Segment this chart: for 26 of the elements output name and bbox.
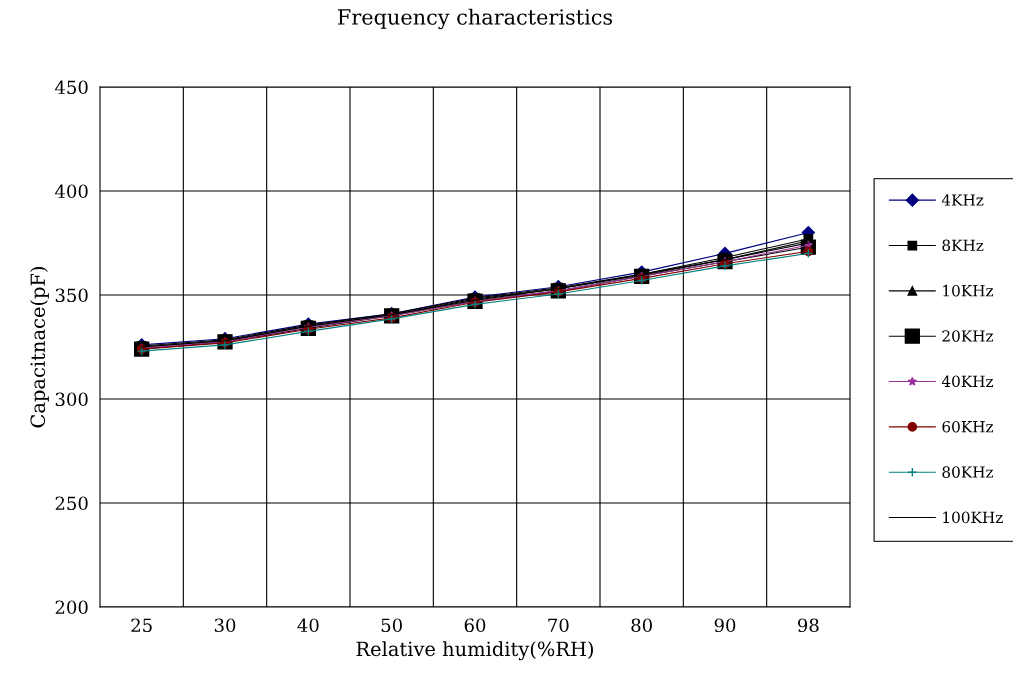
y-tick-label: 350 <box>55 288 88 303</box>
y-tick-label: 200 <box>55 600 88 615</box>
legend-label: 80KHz <box>942 466 994 478</box>
y-tick-label: 400 <box>54 184 88 199</box>
legend-label: 4KHz <box>941 194 984 206</box>
legend-label: 20KHz <box>942 330 994 342</box>
legend-label: 60KHz <box>942 420 994 433</box>
y-axis-title: Capacitnace(pF) <box>30 267 49 428</box>
x-tick-label: 80 <box>631 618 652 633</box>
x-tick-label: 40 <box>297 618 319 633</box>
y-tick-label: 300 <box>55 392 88 407</box>
legend-label: 40KHz <box>941 375 994 388</box>
x-tick-label: 98 <box>797 618 819 633</box>
x-tick-label: 90 <box>714 618 736 633</box>
legend-label: 8KHz <box>942 239 984 252</box>
x-tick-label: 50 <box>381 618 402 633</box>
x-tick-label: 60 <box>464 618 486 633</box>
x-tick-label: 30 <box>214 618 236 633</box>
x-tick-label: 70 <box>548 618 569 633</box>
y-tick-label: 450 <box>54 80 88 95</box>
y-tick-label: 250 <box>55 496 88 511</box>
legend-label: 10KHz <box>943 284 994 297</box>
legend-label: 100KHz <box>943 511 1003 524</box>
chart-title: Frequency characteristics <box>338 8 613 30</box>
x-axis-title: Relative humidity(%RH) <box>356 641 593 661</box>
x-tick-label: 25 <box>131 618 152 633</box>
